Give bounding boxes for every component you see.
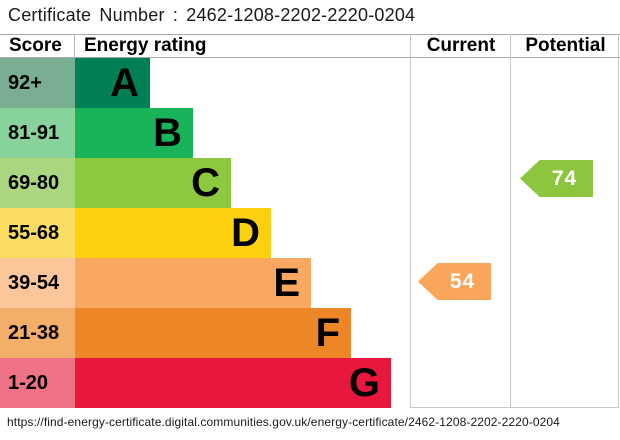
band-row-e: 39-54 E [0,258,620,308]
band-bar-e: E [75,258,311,308]
current-rating-value: 54 [449,269,476,293]
band-row-a: 92+ A [0,58,620,108]
score-range-f: 21-38 [0,308,75,358]
potential-rating-value: 74 [551,166,578,190]
rating-bands: 92+ A 81-91 B 69-80 C 55-68 D 39-54 E 21… [0,58,620,408]
score-range-d: 55-68 [0,208,75,258]
certificate-number: Certificate Number : 2462-1208-2202-2220… [8,5,416,25]
band-bar-a: A [75,58,150,108]
band-bar-b: B [75,108,193,158]
band-bar-f: F [75,308,351,358]
potential-column-divider [510,34,511,408]
certificate-url: https://find-energy-certificate.digital.… [7,415,560,429]
score-range-g: 1-20 [0,358,75,408]
score-range-a: 92+ [0,58,75,108]
band-bar-d: D [75,208,271,258]
header-score: Score [0,35,75,57]
header-potential: Potential [525,35,606,56]
band-bar-g: G [75,358,391,408]
band-row-g: 1-20 G [0,358,620,408]
score-range-c: 69-80 [0,158,75,208]
band-row-c: 69-80 C [0,158,620,208]
table-right-border [618,34,619,408]
header-current: Current [426,35,496,56]
score-range-e: 39-54 [0,258,75,308]
band-row-f: 21-38 F [0,308,620,358]
band-row-b: 81-91 B [0,108,620,158]
score-range-b: 81-91 [0,108,75,158]
current-column-divider [410,34,411,408]
table-header: Score Energy rating Current Potential [0,34,620,58]
band-row-d: 55-68 D [0,208,620,258]
table-bottom-border [410,407,619,408]
header-energy-rating: Energy rating [84,35,207,56]
band-bar-c: C [75,158,231,208]
